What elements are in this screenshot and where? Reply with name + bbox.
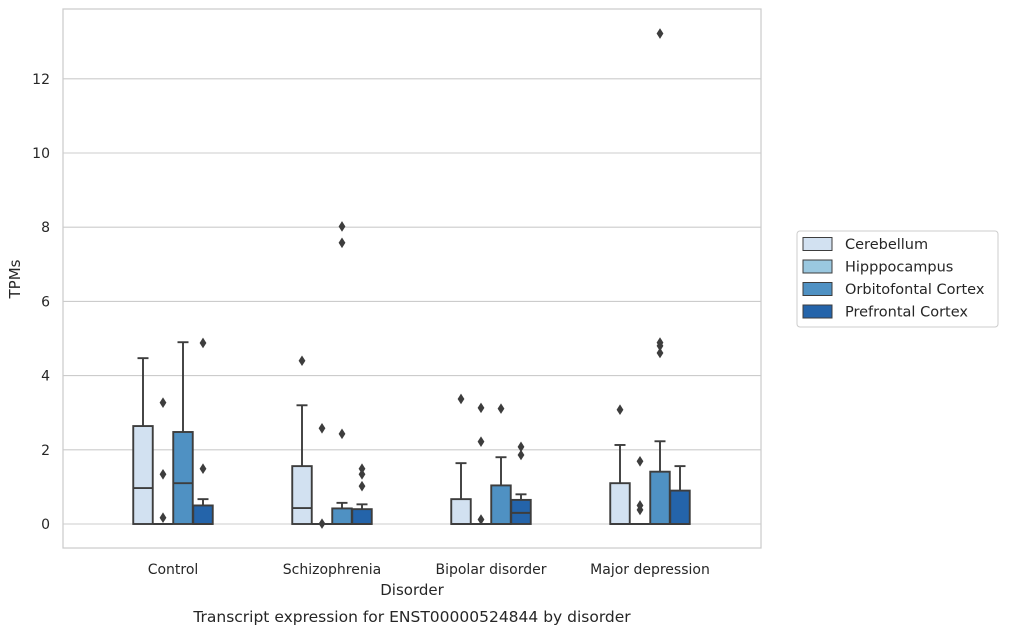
- outlier-point: [636, 500, 644, 511]
- box-hipppocampus: [312, 422, 332, 529]
- box-body: [132, 425, 154, 525]
- y-axis-label: TPMs: [6, 259, 24, 299]
- box-body: [669, 489, 691, 525]
- box-body: [291, 465, 313, 525]
- box-prefrontal-cortex: [351, 463, 373, 525]
- y-tick-label: 6: [41, 294, 50, 310]
- box-orbitofontal-cortex: [331, 221, 353, 525]
- legend-label: Orbitofontal Cortex: [845, 282, 985, 298]
- box-body: [649, 470, 671, 525]
- plot-marks: [132, 28, 691, 529]
- legend-frame: [796, 230, 999, 328]
- legend-swatch: [802, 282, 833, 296]
- legend-items: Cerebellum Hipppocampus Orbitofontal Corte…: [802, 237, 985, 321]
- box-orbitofontal-cortex: [172, 341, 194, 525]
- outlier-point: [358, 468, 366, 480]
- outlier-point: [298, 355, 306, 367]
- legend-swatch: [802, 237, 833, 251]
- box-orbitofontal-cortex: [490, 403, 512, 525]
- outlier-point: [517, 449, 525, 461]
- outlier-point: [656, 347, 664, 359]
- x-tick-label: Major depression: [590, 562, 710, 578]
- outlier-point: [477, 402, 485, 414]
- box-cerebellum: [450, 393, 472, 525]
- y-tick-label: 2: [41, 443, 50, 459]
- box-body: [172, 431, 194, 525]
- outlier-point: [517, 441, 525, 453]
- x-tick-label: Bipolar disorder: [435, 562, 546, 578]
- y-tick-label: 8: [41, 220, 50, 236]
- y-tick-label: 4: [41, 369, 50, 385]
- legend-swatch: [802, 304, 833, 319]
- outlier-point: [656, 337, 664, 348]
- legend-label: Prefrontal Cortex: [845, 305, 968, 321]
- box-body: [331, 507, 353, 525]
- outlier-point: [338, 237, 346, 249]
- outlier-point: [318, 422, 326, 434]
- y-tick-label: 12: [32, 72, 50, 88]
- box-body: [490, 484, 512, 525]
- outlier-point: [159, 468, 167, 480]
- box-orbitofontal-cortex: [649, 28, 671, 525]
- outlier-point: [358, 463, 366, 475]
- outlier-point: [358, 480, 366, 492]
- chart-caption: Transcript expression for ENST0000052484…: [192, 608, 631, 626]
- legend-label: Hipppocampus: [845, 260, 953, 276]
- outlier-point: [199, 337, 207, 349]
- outlier-point: [477, 436, 485, 447]
- x-tick-label: Control: [148, 562, 199, 578]
- box-prefrontal-cortex: [669, 465, 691, 525]
- box-cerebellum: [132, 357, 154, 525]
- x-axis-label: Disorder: [380, 581, 444, 599]
- y-tick-label: 10: [32, 146, 50, 162]
- outlier-point: [497, 403, 505, 414]
- box-prefrontal-cortex: [192, 337, 214, 525]
- box-hipppocampus: [153, 397, 173, 525]
- outlier-point: [338, 221, 346, 232]
- outlier-point: [636, 456, 644, 467]
- outlier-point: [616, 404, 624, 416]
- x-tick-labels: Control Schizophrenia Bipolar disorder Majo…: [148, 562, 710, 578]
- legend: Cerebellum Hipppocampus Orbitofontal Corte…: [796, 230, 999, 328]
- box-prefrontal-cortex: [510, 441, 532, 525]
- y-tick-label: 0: [41, 517, 50, 533]
- outlier-point: [656, 28, 664, 39]
- box-hipppocampus: [630, 456, 650, 525]
- legend-swatch: [802, 259, 833, 274]
- box-cerebellum: [291, 355, 313, 525]
- outlier-point: [159, 512, 167, 523]
- outlier-point: [199, 463, 207, 475]
- outlier-point: [159, 397, 167, 408]
- box-body: [192, 504, 214, 525]
- box-cerebellum: [609, 404, 631, 525]
- outlier-point: [477, 514, 485, 525]
- x-tick-label: Schizophrenia: [283, 562, 381, 578]
- outlier-point: [457, 393, 465, 405]
- box-body: [450, 498, 472, 525]
- box-body: [609, 482, 631, 525]
- y-tick-labels: 0 2 4 6 8 10 12: [32, 72, 50, 533]
- outlier-point: [318, 518, 326, 529]
- plot-frame: [62, 8, 762, 549]
- gridlines: [63, 78, 761, 525]
- box-hipppocampus: [471, 402, 491, 525]
- outlier-point: [338, 428, 346, 440]
- box-body: [351, 508, 373, 525]
- legend-label: Cerebellum: [845, 237, 928, 253]
